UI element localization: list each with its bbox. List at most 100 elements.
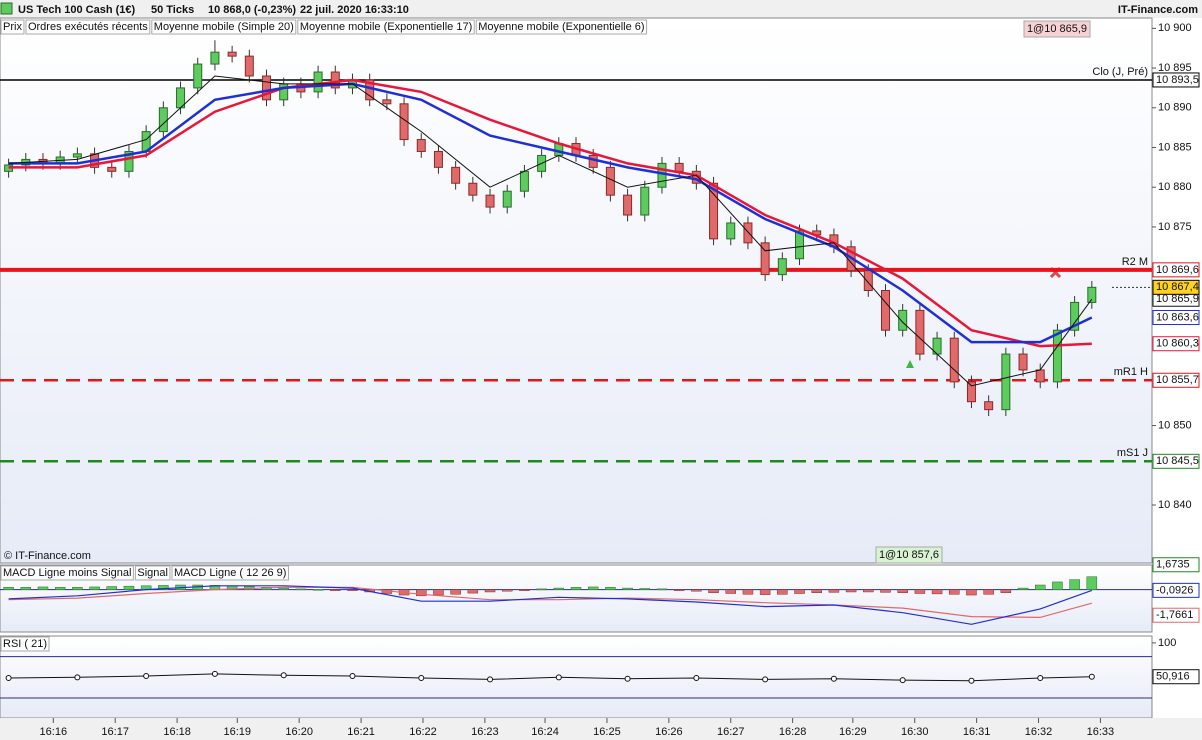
series-last-label: -0,0926	[1156, 584, 1193, 596]
y-tick-label: 10 900	[1158, 22, 1192, 34]
histogram-bar	[278, 587, 289, 590]
last-price: 10 868,0 (-0,23%)	[208, 4, 296, 16]
histogram-bar	[89, 586, 100, 590]
histogram-bar	[725, 589, 736, 594]
datetime: 22 juil. 2020 16:33:10	[300, 4, 409, 16]
histogram-bar	[1052, 581, 1063, 590]
x-tick-label: 16:18	[163, 726, 191, 738]
rsi-point	[1088, 673, 1095, 680]
candle-body	[674, 162, 684, 172]
histogram-bar	[484, 589, 496, 593]
x-tick-label: 16:32	[1025, 726, 1053, 738]
legend-entry: Moyenne mobile (Exponentielle 17)	[300, 21, 472, 33]
candle-body	[485, 194, 495, 208]
candle-body	[760, 242, 770, 276]
histogram-last-label: 1,6735	[1156, 559, 1190, 571]
level-label-box	[1152, 262, 1200, 278]
level-name: mR1 H	[1114, 366, 1148, 378]
histogram-bar	[158, 585, 169, 590]
candle-body	[262, 75, 272, 101]
histogram-bar	[931, 589, 943, 595]
histogram-bar	[312, 589, 324, 591]
y-tick-label: 10 840	[1158, 499, 1192, 511]
x-tick-label: 16:30	[901, 726, 929, 738]
histogram-bar	[347, 589, 358, 591]
rsi-panel	[0, 635, 1153, 719]
rsi-point	[1037, 675, 1044, 682]
histogram-bar	[587, 586, 599, 590]
candle-body	[1018, 353, 1028, 371]
series-line	[8, 78, 1092, 348]
level-label: 10 869,6	[1156, 264, 1199, 276]
series-last-label: 10 865,9	[1156, 293, 1199, 305]
rsi-point	[349, 672, 356, 679]
series-line	[8, 82, 1093, 344]
histogram-bar	[949, 589, 960, 595]
candle-body	[915, 309, 925, 355]
candle-body	[433, 150, 443, 168]
rsi-point	[211, 670, 218, 677]
histogram-bar	[708, 589, 719, 593]
series-last-label-box	[1152, 669, 1200, 685]
series-last-label-box	[1152, 582, 1200, 598]
rsi-point	[74, 674, 81, 681]
histogram-bar	[673, 589, 685, 591]
rsi-point	[5, 675, 12, 682]
level-name: Clo (J, Pré)	[1092, 66, 1148, 78]
histogram-bar	[123, 585, 135, 590]
candle-body	[451, 166, 461, 184]
histogram-bar	[794, 589, 805, 594]
histogram-bar	[519, 589, 530, 591]
candle-body	[227, 51, 237, 57]
candle-body	[863, 270, 873, 292]
candle-body	[640, 186, 650, 216]
series-last-label-box	[1152, 310, 1200, 326]
histogram-bar	[914, 589, 926, 594]
histogram-bar	[20, 587, 32, 590]
x-tick-label: 16:20	[285, 726, 313, 738]
y-tick-label: 10 850	[1158, 419, 1192, 431]
histogram-bar	[742, 589, 754, 595]
histogram-bar	[966, 589, 977, 596]
histogram-bar	[330, 589, 341, 591]
histogram-bar	[1000, 589, 1012, 593]
histogram-bar	[570, 587, 582, 590]
candle-body	[898, 309, 908, 331]
rsi-point	[968, 677, 975, 684]
histogram-bar	[72, 587, 83, 590]
x-tick-label: 16:28	[779, 726, 807, 738]
histogram-bar	[863, 589, 874, 593]
candle-body	[795, 230, 805, 260]
histogram-bar	[897, 589, 908, 593]
candle-body	[193, 63, 203, 89]
annotation: 1@10 865,9	[1027, 23, 1087, 35]
legend-box	[0, 19, 25, 35]
histogram-bar	[536, 588, 547, 591]
candle-body	[657, 162, 667, 188]
candle-body	[124, 150, 134, 172]
last-price-label-box	[1152, 279, 1200, 295]
legend-box	[134, 565, 171, 581]
rsi-point	[280, 672, 287, 679]
legend-entry: Ordres exécutés récents	[28, 21, 148, 33]
x-tick-label: 16:27	[717, 726, 745, 738]
candle-body	[468, 182, 478, 196]
candle-body	[1001, 353, 1011, 411]
legend-entry: RSI ( 21)	[3, 638, 47, 650]
series-line	[8, 585, 1093, 625]
level-label: 10 855,7	[1156, 374, 1199, 386]
x-tick-label: 16:17	[101, 726, 129, 738]
histogram-bar	[433, 589, 444, 596]
candle-body	[519, 170, 529, 192]
candle-body	[313, 71, 323, 93]
x-tick-label: 16:19	[224, 726, 252, 738]
candle-body	[966, 381, 976, 403]
y-tick-label: 10 890	[1158, 102, 1192, 114]
histogram-bar	[605, 587, 616, 590]
level-label: 10 893,5	[1156, 74, 1199, 86]
histogram-bar	[880, 589, 891, 593]
legend-box	[475, 19, 648, 35]
histogram-bar	[467, 589, 479, 594]
x-tick-label: 16:22	[409, 726, 437, 738]
series-last-label: 50,916	[1156, 671, 1190, 683]
